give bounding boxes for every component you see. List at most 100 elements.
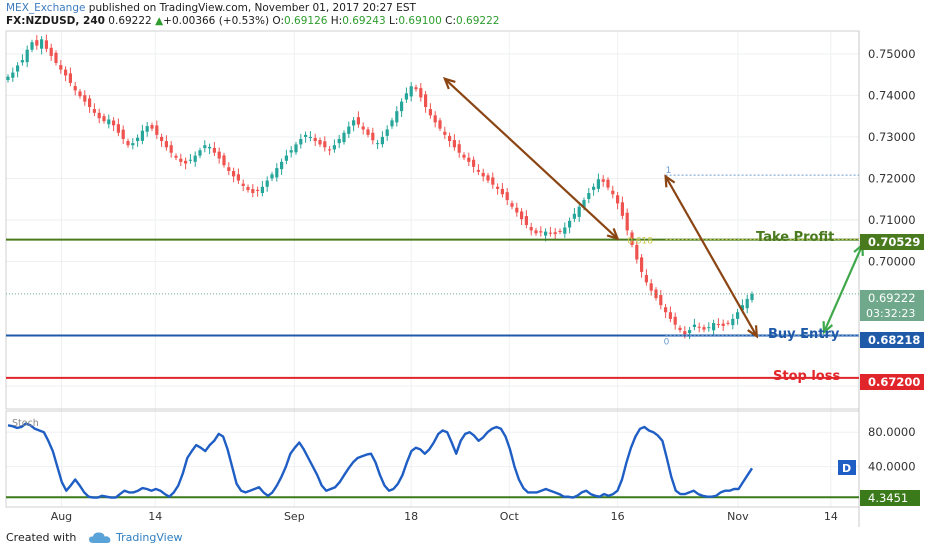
candle (16, 65, 20, 72)
candle (467, 157, 471, 162)
candle (587, 193, 591, 200)
candle (712, 323, 716, 331)
candle (510, 203, 514, 207)
interval-badge[interactable] (838, 460, 856, 475)
up-arrow-icon: ▲ (155, 15, 164, 27)
candle (385, 129, 389, 136)
candle (284, 155, 288, 161)
candle (116, 124, 120, 133)
candle (572, 213, 576, 219)
price-tick-label: 0.71000 (868, 213, 916, 227)
high-label: H: (330, 15, 343, 27)
candle (232, 170, 236, 177)
candle (558, 231, 562, 233)
arrow-head (747, 325, 759, 339)
candle (472, 159, 476, 167)
candle (347, 126, 351, 134)
candle (697, 326, 701, 328)
time-tick-label: Aug (51, 510, 72, 523)
candle (44, 40, 48, 49)
candle (107, 119, 111, 125)
candle (78, 91, 82, 97)
stop-loss-value: 0.67200 (868, 375, 920, 389)
candle (68, 73, 72, 83)
candle (400, 101, 404, 112)
arrow-tail-head (442, 77, 456, 90)
candle (54, 52, 58, 63)
candle (174, 155, 178, 158)
candle (145, 126, 149, 132)
candle (217, 151, 221, 159)
candle (299, 139, 303, 145)
buy-entry-value: 0.68218 (868, 333, 920, 347)
time-tick-label: Nov (727, 510, 749, 523)
price-tick-label: 0.70000 (868, 255, 916, 269)
candle (688, 330, 692, 334)
candle (716, 324, 720, 326)
candle (150, 125, 154, 129)
candles (6, 34, 754, 340)
tradingview-brand-link[interactable]: TradingView (116, 531, 183, 544)
candle (222, 155, 226, 166)
candle (376, 143, 380, 145)
candle (534, 230, 538, 234)
candle (750, 293, 754, 300)
candle (227, 167, 231, 171)
candle (11, 72, 15, 78)
publisher-name[interactable]: MEX_Exchange (6, 2, 86, 14)
stoch-tick-label: 80.0000 (868, 425, 916, 439)
candle (212, 147, 216, 153)
candle (92, 109, 96, 113)
candle (592, 186, 596, 190)
candle (155, 125, 159, 135)
candle (520, 211, 524, 220)
take-profit-label: Take Profit (756, 230, 834, 245)
candle (323, 141, 327, 148)
candle (577, 206, 581, 217)
candle (496, 186, 500, 189)
candle (668, 312, 672, 319)
candle (188, 159, 192, 161)
candle (337, 139, 341, 144)
open-label: O: (272, 15, 285, 27)
time-tick-label: 16 (611, 510, 625, 523)
candle (486, 175, 490, 181)
candle (366, 129, 370, 135)
countdown-badge (860, 306, 924, 321)
candle (649, 283, 653, 291)
candle (102, 116, 106, 122)
candle (193, 155, 197, 162)
buy-entry-label: Buy Entry (768, 327, 840, 342)
grid-lines (6, 31, 859, 507)
candle (568, 220, 572, 228)
symbol-label: FX:NZDUSD, 240 (6, 15, 105, 27)
candle-countdown: 03:32:23 (866, 307, 915, 320)
candle (736, 312, 740, 319)
price-axis: 0.75000 0.74000 0.73000 0.72000 0.71000 0.700… (868, 47, 916, 474)
stop-loss-badge (860, 374, 924, 390)
arrow-shaft (444, 77, 619, 240)
fib-label-618: 0.618 (627, 237, 653, 247)
candle (433, 115, 437, 123)
price-change: +0.00366 (+0.53%) (163, 15, 270, 27)
time-tick-label: 18 (404, 510, 418, 523)
time-tick-label: 14 (824, 510, 838, 523)
low-value: 0.69100 (398, 15, 442, 27)
candle (304, 134, 308, 137)
candle (414, 87, 418, 90)
candle (409, 86, 413, 97)
arrow-head (606, 228, 620, 241)
arrow-tail-head (664, 174, 676, 188)
time-tick-label: Sep (284, 510, 305, 523)
candle (424, 94, 428, 108)
candle (505, 192, 509, 201)
price-tick-label: 0.72000 (868, 171, 916, 185)
arrow-tail-head (822, 321, 834, 335)
time-axis: Aug 14 Sep 18 Oct 16 Nov 14 (51, 510, 838, 523)
candle (251, 189, 255, 193)
candle (40, 39, 44, 49)
close-value: 0.69222 (456, 15, 500, 27)
publish-info: MEX_Exchange published on TradingView.co… (6, 2, 416, 14)
candle (280, 161, 284, 170)
price-chart[interactable]: 1 0.618 0 0.75000 0.74000 0.73000 0.72000 0.71… (0, 0, 932, 527)
